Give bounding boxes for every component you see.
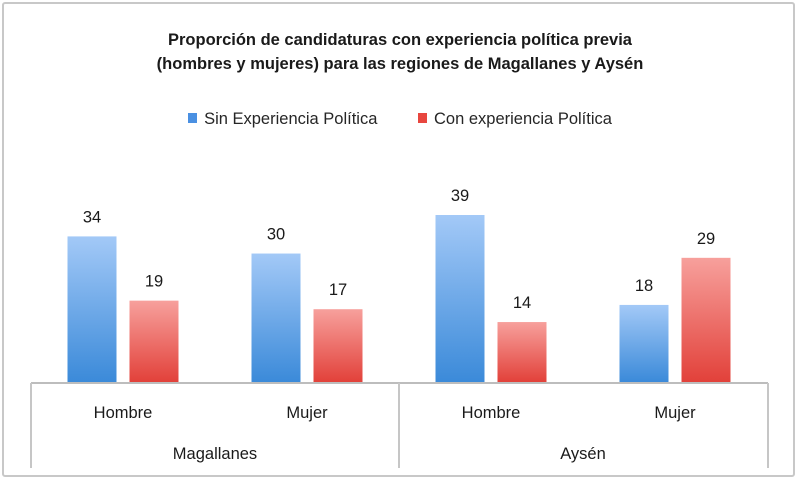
data-label: 18 <box>635 277 653 295</box>
bar-con-experiencia-1 <box>313 309 363 382</box>
chart-title-line-2: (hombres y mujeres) para las regiones de… <box>156 55 644 73</box>
bar-sin-experiencia-2 <box>435 215 485 382</box>
legend-item-con-experiencia: Con experiencia Política <box>418 110 612 129</box>
data-label: 39 <box>451 187 469 205</box>
group-label-aysen: Aysén <box>560 445 606 463</box>
data-label: 29 <box>697 230 715 248</box>
data-label: 14 <box>513 294 531 312</box>
legend-label-con-experiencia: Con experiencia Política <box>434 110 612 128</box>
data-label: 19 <box>145 273 163 291</box>
group-label-magallanes: Magallanes <box>173 445 257 463</box>
chart-title-line-1: Proporción de candidaturas con experienc… <box>168 31 632 49</box>
x-axis: Hombre Mujer Hombre Mujer Magallanes Ays… <box>30 382 769 468</box>
data-label: 34 <box>83 208 101 226</box>
x-tick-label: Mujer <box>286 404 328 422</box>
legend-swatch-con-experiencia <box>418 113 427 123</box>
legend-label-sin-experiencia: Sin Experiencia Política <box>204 110 378 128</box>
bar-sin-experiencia-1 <box>251 253 301 382</box>
bar-con-experiencia-2 <box>497 322 547 382</box>
legend-item-sin-experiencia: Sin Experiencia Política <box>188 110 377 129</box>
bars-layer: 34 30 39 18 19 17 14 29 <box>67 187 731 382</box>
x-tick-label: Hombre <box>462 404 521 422</box>
bar-con-experiencia-3 <box>681 257 731 382</box>
x-tick-label: Hombre <box>94 404 153 422</box>
legend-swatch-sin-experiencia <box>188 113 198 123</box>
chart-legend: Sin Experiencia Política Con experiencia… <box>0 110 800 129</box>
bar-sin-experiencia-0 <box>67 236 117 382</box>
bar-sin-experiencia-3 <box>619 304 669 382</box>
chart-title: Proporción de candidaturas con experienc… <box>0 28 800 76</box>
data-label: 17 <box>329 281 347 299</box>
x-tick-label: Mujer <box>654 404 696 422</box>
bar-con-experiencia-0 <box>129 300 179 382</box>
data-label: 30 <box>267 226 285 244</box>
